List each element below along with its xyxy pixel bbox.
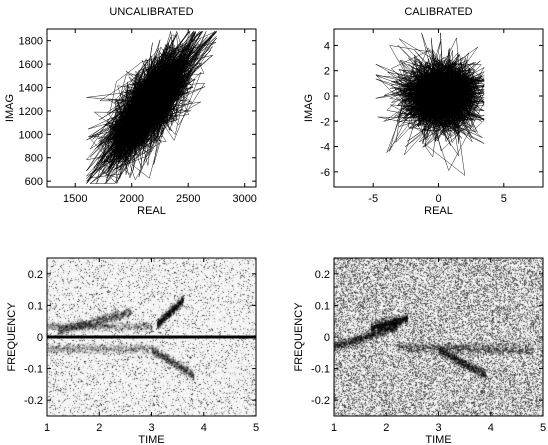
y-tick-label: 1800 xyxy=(19,36,43,48)
y-tick-label: 0 xyxy=(37,332,43,344)
chart-panel-1: 1500 2000 2500 3000 600 800 1000 1200 1400 1600 18… xyxy=(4,6,257,217)
x-tick-label: 3000 xyxy=(232,193,256,205)
x-tick-label: 4 xyxy=(201,422,207,434)
data-trace xyxy=(375,32,485,176)
y-tick-label: -6 xyxy=(320,167,330,179)
y-tick-label: 0.1 xyxy=(315,300,330,312)
x-tick-label: 0 xyxy=(435,193,441,205)
y-tick-label: -2 xyxy=(320,116,330,128)
x-tick-label: 1 xyxy=(331,422,337,434)
y-tick-label: 0.2 xyxy=(28,269,43,281)
spectrogram-image xyxy=(334,258,543,416)
plot-area xyxy=(47,258,256,416)
y-axis-label: IMAG xyxy=(4,94,16,122)
x-axis-label: REAL xyxy=(137,205,166,217)
y-tick-label: -0.2 xyxy=(24,395,43,407)
x-tick-label: 2000 xyxy=(119,193,143,205)
y-tick-label: 800 xyxy=(25,153,43,165)
x-tick-label: 5 xyxy=(253,422,259,434)
x-tick-label: 3 xyxy=(148,422,154,434)
x-tick-label: 2 xyxy=(96,422,102,434)
y-tick-label: 0.2 xyxy=(315,269,330,281)
chart-panel-4: 1 2 3 4 5 -0.2 -0.1 0 0.1 0.2 TIME FREQUENCY xyxy=(293,257,546,445)
x-tick-label: 5 xyxy=(501,193,507,205)
y-tick-label: 1400 xyxy=(19,83,43,95)
y-tick-label: 1000 xyxy=(19,129,43,141)
x-tick-label: 1 xyxy=(44,422,50,434)
y-axis-label: FREQUENCY xyxy=(6,302,18,372)
x-tick-label: 5 xyxy=(540,422,546,434)
x-tick-label: 1500 xyxy=(63,193,87,205)
y-tick-label: -0.1 xyxy=(311,364,330,376)
y-tick-label: 2 xyxy=(324,66,330,78)
x-tick-label: 2500 xyxy=(176,193,200,205)
plot-area xyxy=(375,32,485,176)
x-tick-label: -5 xyxy=(368,193,378,205)
x-tick-label: 3 xyxy=(435,422,441,434)
x-axis-label: REAL xyxy=(424,205,453,217)
x-tick-label: 2 xyxy=(383,422,389,434)
plot-area xyxy=(86,31,217,184)
y-tick-label: 1600 xyxy=(19,59,43,71)
axes-box xyxy=(46,28,257,188)
data-trace xyxy=(86,31,217,184)
y-axis-label: FREQUENCY xyxy=(293,302,305,372)
y-tick-label: 600 xyxy=(25,176,43,188)
x-axis-label: TIME xyxy=(138,434,164,445)
chart-title: UNCALIBRATED xyxy=(109,6,193,18)
chart-panel-3: 1 2 3 4 5 -0.2 -0.1 0 0.1 0.2 TIME FREQUENCY xyxy=(6,257,259,445)
y-tick-label: -4 xyxy=(320,142,330,154)
y-axis-label: IMAG xyxy=(303,94,315,122)
y-tick-label: 0 xyxy=(324,91,330,103)
chart-panel-2: -5 0 5 -6 -4 -2 0 2 4 CALIBRATED REAL IMAG xyxy=(303,6,544,217)
x-axis-label: TIME xyxy=(425,434,451,445)
chart-title: CALIBRATED xyxy=(404,6,472,18)
y-tick-label: 0 xyxy=(324,332,330,344)
y-tick-label: -0.2 xyxy=(311,395,330,407)
y-tick-label: 1200 xyxy=(19,106,43,118)
plot-area xyxy=(334,258,543,416)
y-tick-label: -0.1 xyxy=(24,364,43,376)
y-tick-label: 0.1 xyxy=(28,300,43,312)
y-tick-label: 4 xyxy=(324,40,330,52)
x-tick-label: 4 xyxy=(488,422,494,434)
